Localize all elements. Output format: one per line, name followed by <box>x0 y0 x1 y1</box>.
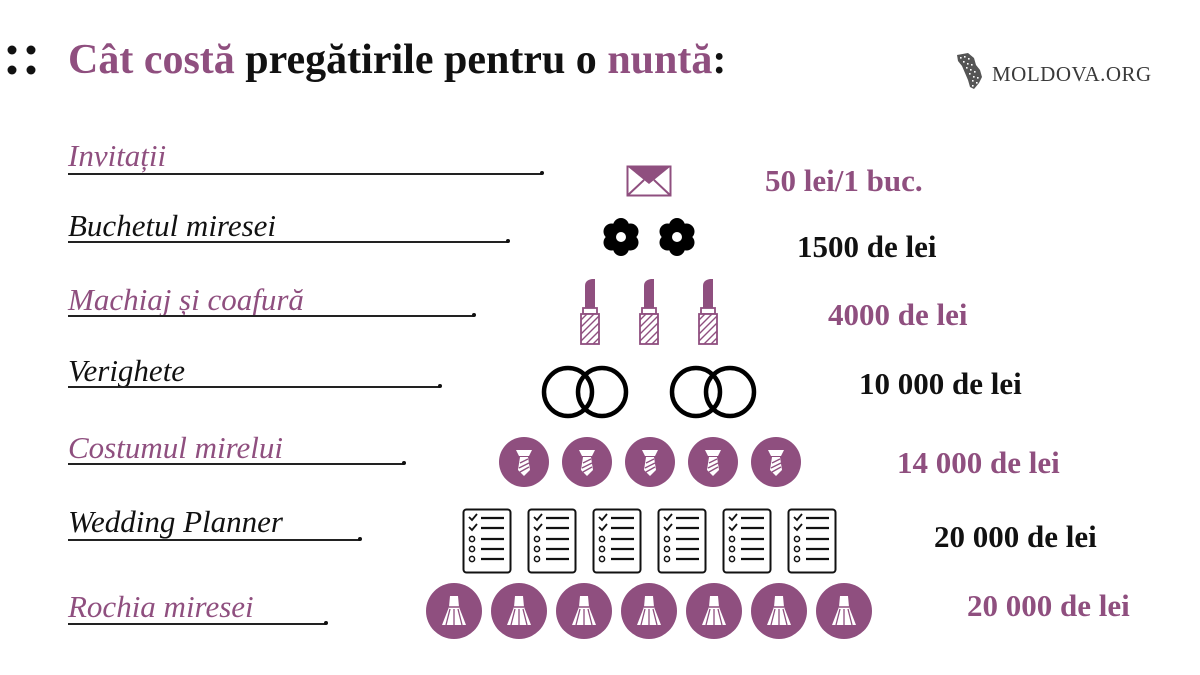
leader-line <box>68 623 326 625</box>
checklist-icon <box>462 508 512 574</box>
dress-icon <box>556 583 612 639</box>
tie-icon <box>562 437 612 487</box>
leader-line <box>68 463 404 465</box>
leader-dot <box>540 171 544 175</box>
row-price-rings: 10 000 de lei <box>859 366 1022 401</box>
leader-line <box>68 539 360 541</box>
lipstick-icon <box>639 279 659 345</box>
dress-icon <box>491 583 547 639</box>
flower-icon <box>659 218 695 256</box>
flower-icon <box>603 218 639 256</box>
dress-icon <box>751 583 807 639</box>
checklist-icon <box>787 508 837 574</box>
tie-icon <box>688 437 738 487</box>
logo: MOLDOVA.ORG <box>954 52 1164 96</box>
leader-line <box>68 241 508 243</box>
leader-dot <box>506 239 510 243</box>
rings-icon <box>669 365 757 419</box>
lipstick-icon <box>698 279 718 345</box>
leader-dot <box>324 621 328 625</box>
envelope-icon <box>626 165 672 197</box>
row-price-invitations: 50 lei/1 buc. <box>765 163 923 198</box>
tie-icon <box>625 437 675 487</box>
page-title: Cât costă pregătirile pentru o nuntă: <box>68 36 726 84</box>
tie-icon <box>751 437 801 487</box>
rings-icon <box>541 365 629 419</box>
moldova-map-icon <box>957 53 982 89</box>
leader-dot <box>402 461 406 465</box>
row-label-rings: Verighete <box>68 353 186 388</box>
checklist-icon <box>527 508 577 574</box>
title-accent-wedding: nuntă <box>607 37 713 83</box>
row-price-groom-suit: 14 000 de lei <box>897 445 1060 480</box>
row-price-wedding-dress: 20 000 de lei <box>967 588 1130 623</box>
row-price-wedding-planner: 20 000 de lei <box>934 519 1097 554</box>
lipstick-icon <box>580 279 600 345</box>
title-bullet-icon <box>7 45 36 75</box>
row-label-bouquet: Buchetul miresei <box>68 208 277 243</box>
row-label-invitations: Invitații <box>68 138 167 173</box>
leader-dot <box>358 537 362 541</box>
row-label-makeup: Machiaj și coafură <box>68 282 304 317</box>
dress-icon <box>621 583 677 639</box>
row-price-makeup: 4000 de lei <box>828 297 968 332</box>
checklist-icon <box>657 508 707 574</box>
title-middle: pregătirile pentru o <box>234 37 608 83</box>
title-accent-cost: Cât costă <box>68 37 235 83</box>
leader-line <box>68 386 440 388</box>
leader-dot <box>472 313 476 317</box>
row-price-bouquet: 1500 de lei <box>797 229 937 264</box>
leader-line <box>68 173 542 175</box>
leader-dot <box>438 384 442 388</box>
row-label-wedding-planner: Wedding Planner <box>68 504 283 539</box>
dress-icon <box>426 583 482 639</box>
dress-icon <box>686 583 742 639</box>
leader-line <box>68 315 474 317</box>
row-label-groom-suit: Costumul mirelui <box>68 430 284 465</box>
dress-icon <box>816 583 872 639</box>
title-end: : <box>712 37 727 83</box>
row-label-wedding-dress: Rochia miresei <box>68 589 254 624</box>
tie-icon <box>499 437 549 487</box>
checklist-icon <box>592 508 642 574</box>
logo-text: MOLDOVA.ORG <box>992 62 1152 86</box>
checklist-icon <box>722 508 772 574</box>
